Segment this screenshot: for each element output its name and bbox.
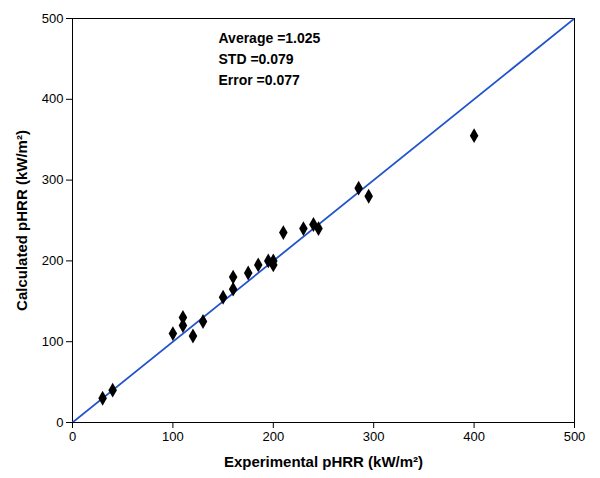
svg-text:Calculated pHRR (kW/m²): Calculated pHRR (kW/m²): [13, 130, 30, 311]
svg-text:200: 200: [262, 429, 284, 444]
svg-text:500: 500: [564, 429, 586, 444]
svg-text:0: 0: [56, 415, 63, 430]
svg-text:400: 400: [463, 429, 485, 444]
svg-text:Average =1.025STD =0.079Error: Average =1.025STD =0.079Error =0.077: [219, 30, 321, 88]
svg-text:Experimental pHRR (kW/m²): Experimental pHRR (kW/m²): [224, 453, 423, 470]
svg-text:300: 300: [42, 172, 64, 187]
svg-text:400: 400: [42, 91, 64, 106]
svg-text:100: 100: [42, 334, 64, 349]
svg-text:300: 300: [363, 429, 385, 444]
svg-text:500: 500: [42, 11, 64, 26]
svg-text:200: 200: [42, 253, 64, 268]
svg-text:100: 100: [162, 429, 184, 444]
svg-text:0: 0: [69, 429, 76, 444]
